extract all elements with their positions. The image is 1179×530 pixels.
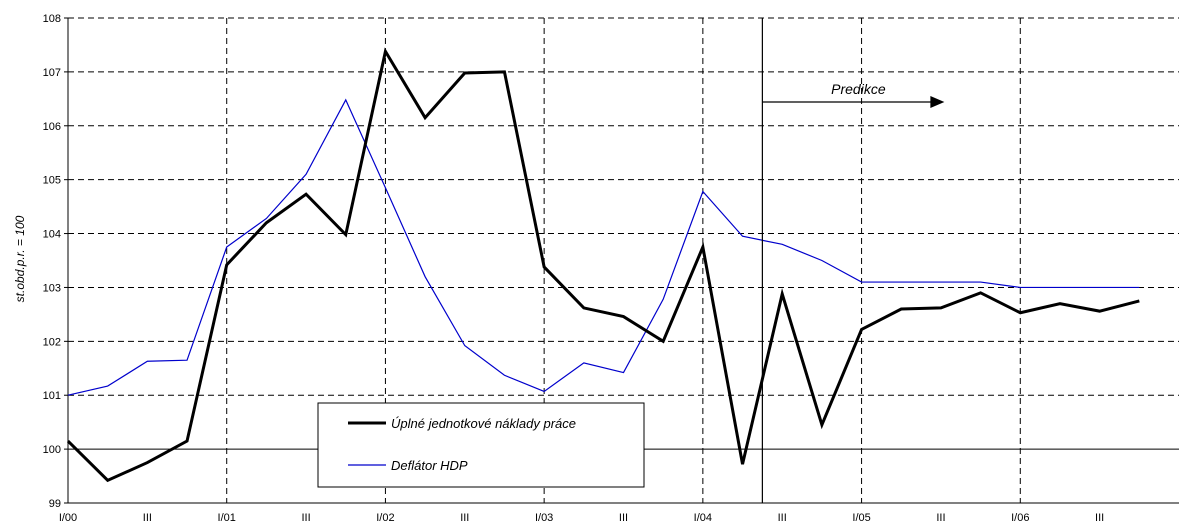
y-tick-label: 102 (43, 336, 61, 348)
x-tick-label: III (619, 512, 628, 524)
y-tick-label: 104 (43, 229, 61, 241)
x-tick-label: I/00 (59, 512, 77, 524)
series-group (66, 47, 1140, 483)
y-tick-label: 105 (43, 175, 61, 187)
x-tick-label: III (460, 512, 469, 524)
x-tick-label: I/04 (694, 512, 712, 524)
grid (67, 17, 1179, 504)
x-tick-label: I/01 (218, 512, 236, 524)
prediction-annotation: Predikce (761, 18, 945, 503)
legend-box (317, 402, 645, 488)
y-tick-label: 101 (43, 390, 61, 402)
x-tick-label: I/05 (852, 512, 870, 524)
prediction-arrow-head (930, 96, 945, 108)
y-tick-label: 108 (43, 13, 61, 25)
legend-label-gdp-deflator: Deflátor HDP (391, 458, 468, 473)
series-line-gdp-deflator (67, 98, 1140, 396)
legend: Úplné jednotkové náklady práce Deflátor … (317, 402, 645, 488)
y-axis-label: st.obd.p.r. = 100 (13, 215, 27, 302)
y-tick-label: 100 (43, 444, 61, 456)
y-tick-label: 106 (43, 121, 61, 133)
y-axis-ticks: 99 100 101 102 103 104 105 106 107 108 (43, 13, 68, 510)
x-tick-label: III (936, 512, 945, 524)
x-axis-ticks: I/00 III I/01 III I/02 III I/03 III I/04 III I/05 I… (59, 512, 1104, 524)
x-tick-label: III (778, 512, 787, 524)
y-tick-label: 107 (43, 67, 61, 79)
series-line-unit-labour-costs (66, 47, 1140, 483)
legend-label-unit-labour-costs: Úplné jednotkové náklady práce (391, 416, 576, 431)
x-tick-label: I/03 (535, 512, 553, 524)
y-tick-label: 99 (49, 498, 61, 510)
y-tick-label: 103 (43, 282, 61, 294)
x-tick-label: I/02 (376, 512, 394, 524)
x-tick-label: III (1095, 512, 1104, 524)
x-tick-label: I/06 (1011, 512, 1029, 524)
x-tick-label: III (143, 512, 152, 524)
x-tick-label: III (301, 512, 310, 524)
prediction-label: Predikce (831, 81, 886, 97)
